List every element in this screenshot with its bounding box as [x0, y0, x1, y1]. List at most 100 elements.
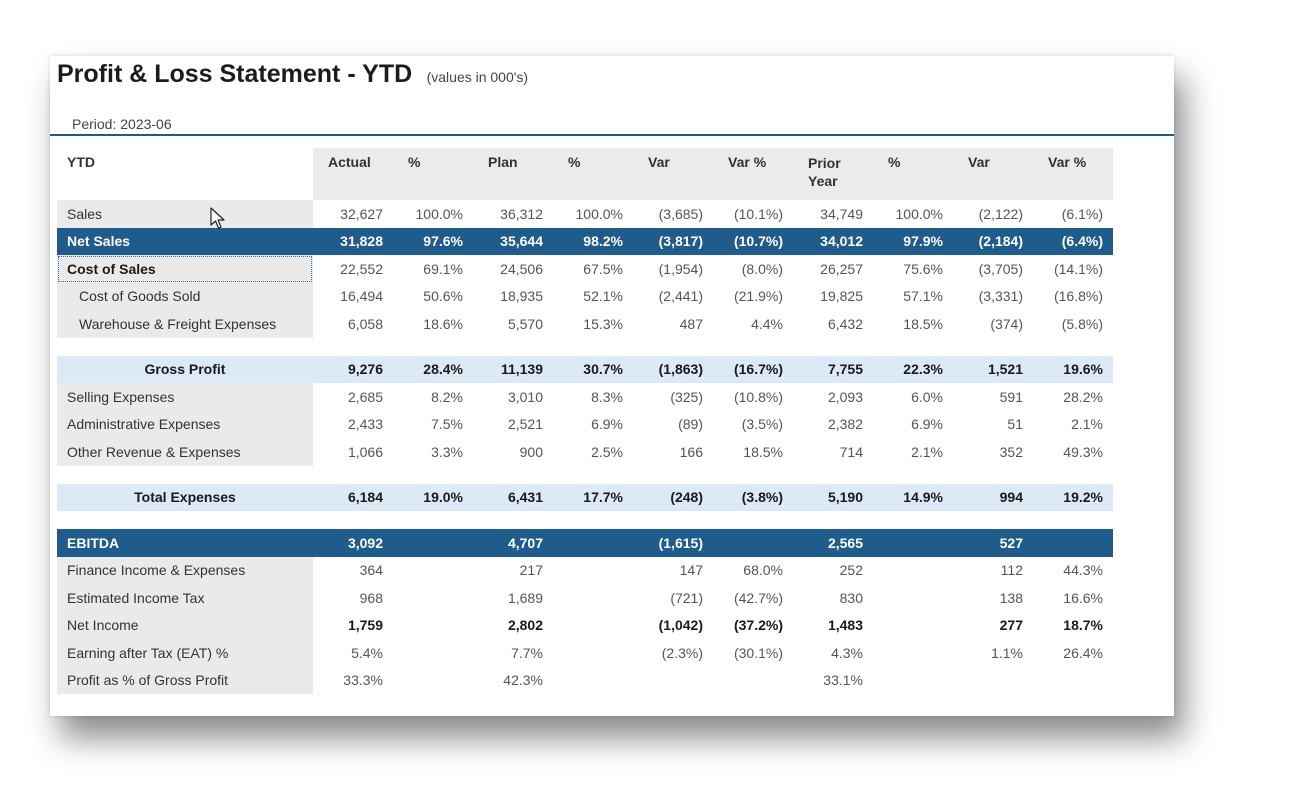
- cell: (10.7%): [713, 227, 793, 255]
- cell: 19.2%: [1033, 483, 1113, 511]
- cell: 147: [679, 562, 703, 579]
- col-header-prior-pct[interactable]: %: [873, 148, 953, 200]
- row-label: Gross Profit: [57, 355, 313, 383]
- cell: 7.5%: [431, 416, 463, 433]
- row-ebitda[interactable]: EBITDA 3,092 4,707 (1,615) 2,565 527: [57, 529, 1113, 557]
- cell: (3,331): [978, 288, 1023, 305]
- cell: 18,935: [500, 288, 543, 305]
- row-finance-income-expenses[interactable]: Finance Income & Expenses 364 217 147 68…: [57, 556, 1113, 585]
- col-header-actual-pct[interactable]: %: [393, 148, 473, 200]
- row-administrative-expenses[interactable]: Administrative Expenses 2,433 7.5% 2,521…: [57, 410, 1113, 438]
- row-sales[interactable]: Sales 32,627 100.0% 36,312 100.0% (3,685…: [57, 200, 1113, 228]
- cell: 138: [999, 589, 1023, 606]
- spacer: [57, 511, 1113, 529]
- cell: 16,494: [340, 288, 383, 305]
- row-cost-of-sales[interactable]: Cost of Sales 22,552 69.1% 24,506 67.5% …: [57, 255, 1113, 283]
- cell: 994: [953, 483, 1033, 511]
- cell: (3,705): [978, 260, 1023, 277]
- row-cost-of-goods-sold[interactable]: Cost of Goods Sold 16,494 50.6% 18,935 5…: [57, 282, 1113, 310]
- cell: 2,521: [507, 416, 543, 433]
- cell: (248): [633, 483, 713, 511]
- pl-table: YTD Actual % Plan % Var Var % Prior Year…: [57, 148, 1113, 694]
- cell: 33.3%: [343, 672, 383, 689]
- cell: 18.6%: [423, 315, 463, 332]
- cell: 31,828: [313, 227, 393, 255]
- cell: (1,863): [633, 355, 713, 383]
- cell: 7,755: [793, 355, 873, 383]
- row-label: Other Revenue & Expenses: [57, 438, 313, 466]
- row-label[interactable]: Cost of Sales: [57, 255, 313, 283]
- row-net-income[interactable]: Net Income 1,759 2,802 (1,042) (37.2%) 1…: [57, 611, 1113, 640]
- cell: 6.0%: [911, 388, 943, 405]
- row-profit-pct-gross-profit[interactable]: Profit as % of Gross Profit 33.3% 42.3% …: [57, 666, 1113, 695]
- col-header-prior-year[interactable]: Prior Year: [793, 148, 873, 200]
- cell: 591: [999, 388, 1023, 405]
- cell: (1,954): [658, 260, 703, 277]
- row-gross-profit[interactable]: Gross Profit 9,276 28.4% 11,139 30.7% (1…: [57, 355, 1113, 383]
- cell: 100.0%: [575, 205, 623, 222]
- row-total-expenses[interactable]: Total Expenses 6,184 19.0% 6,431 17.7% (…: [57, 483, 1113, 511]
- row-warehouse-freight[interactable]: Warehouse & Freight Expenses 6,058 18.6%…: [57, 310, 1113, 338]
- row-label: Earning after Tax (EAT) %: [57, 639, 313, 667]
- cell: [873, 557, 953, 585]
- cell: (16.7%): [713, 355, 793, 383]
- col-header-ytd[interactable]: YTD: [57, 148, 313, 200]
- cell: (3,685): [658, 205, 703, 222]
- cell: 34,012: [793, 227, 873, 255]
- cell: 4.3%: [831, 644, 863, 661]
- cell: 1,521: [953, 355, 1033, 383]
- cell: (2,122): [978, 205, 1023, 222]
- cell: 49.3%: [1063, 443, 1103, 460]
- cell: 18.5%: [743, 443, 783, 460]
- cell: 28.2%: [1063, 388, 1103, 405]
- cell: 30.7%: [553, 355, 633, 383]
- cell: [633, 667, 713, 695]
- cell: 75.6%: [903, 260, 943, 277]
- cell: (325): [670, 388, 703, 405]
- cell: [393, 612, 473, 640]
- cell: 6,431: [473, 483, 553, 511]
- col-header-plan-pct[interactable]: %: [553, 148, 633, 200]
- cell: (3.8%): [713, 483, 793, 511]
- cell: 11,139: [473, 355, 553, 383]
- cell: 6,184: [313, 483, 393, 511]
- cell: 2,802: [507, 617, 543, 634]
- cell: 36,312: [500, 205, 543, 222]
- row-estimated-income-tax[interactable]: Estimated Income Tax 968 1,689 (721) (42…: [57, 584, 1113, 612]
- col-header-actual[interactable]: Actual: [313, 148, 393, 200]
- cell: 35,644: [473, 227, 553, 255]
- cell: 3.3%: [431, 443, 463, 460]
- cell: 7.7%: [511, 644, 543, 661]
- cell: [713, 529, 793, 557]
- col-header-var[interactable]: Var: [633, 148, 713, 200]
- col-header-plan[interactable]: Plan: [473, 148, 553, 200]
- col-header-prior-var-pct[interactable]: Var %: [1033, 148, 1113, 200]
- cell: 112: [1000, 562, 1023, 579]
- cell: (16.8%): [1053, 288, 1103, 305]
- pl-report-panel: Profit & Loss Statement - YTD (values in…: [50, 56, 1174, 716]
- cell: 6,432: [827, 315, 863, 332]
- row-selling-expenses[interactable]: Selling Expenses 2,685 8.2% 3,010 8.3% (…: [57, 383, 1113, 411]
- col-header-var-pct[interactable]: Var %: [713, 148, 793, 200]
- row-earning-after-tax[interactable]: Earning after Tax (EAT) % 5.4% 7.7% (2.3…: [57, 639, 1113, 667]
- cell: 830: [839, 589, 863, 606]
- cell: 2,093: [827, 388, 863, 405]
- cell: (2.3%): [661, 644, 703, 661]
- row-label: Total Expenses: [57, 483, 313, 511]
- cell: 8.3%: [591, 388, 623, 405]
- spacer-row: [57, 337, 1113, 356]
- row-net-sales[interactable]: Net Sales 31,828 97.6% 35,644 98.2% (3,8…: [57, 227, 1113, 255]
- cell: (2,184): [953, 227, 1033, 255]
- cell: 26.4%: [1063, 644, 1103, 661]
- cell: (42.7%): [733, 589, 783, 606]
- row-other-revenue-expenses[interactable]: Other Revenue & Expenses 1,066 3.3% 900 …: [57, 438, 1113, 466]
- row-label: Net Income: [57, 611, 313, 639]
- cell: 714: [839, 443, 863, 460]
- cell: 33.1%: [823, 672, 863, 689]
- cell: 32,627: [340, 205, 383, 222]
- cell: 52.1%: [583, 288, 623, 305]
- col-header-prior-var[interactable]: Var: [953, 148, 1033, 200]
- cell: 98.2%: [553, 227, 633, 255]
- cell: [1033, 667, 1113, 695]
- cell: 67.5%: [583, 260, 623, 277]
